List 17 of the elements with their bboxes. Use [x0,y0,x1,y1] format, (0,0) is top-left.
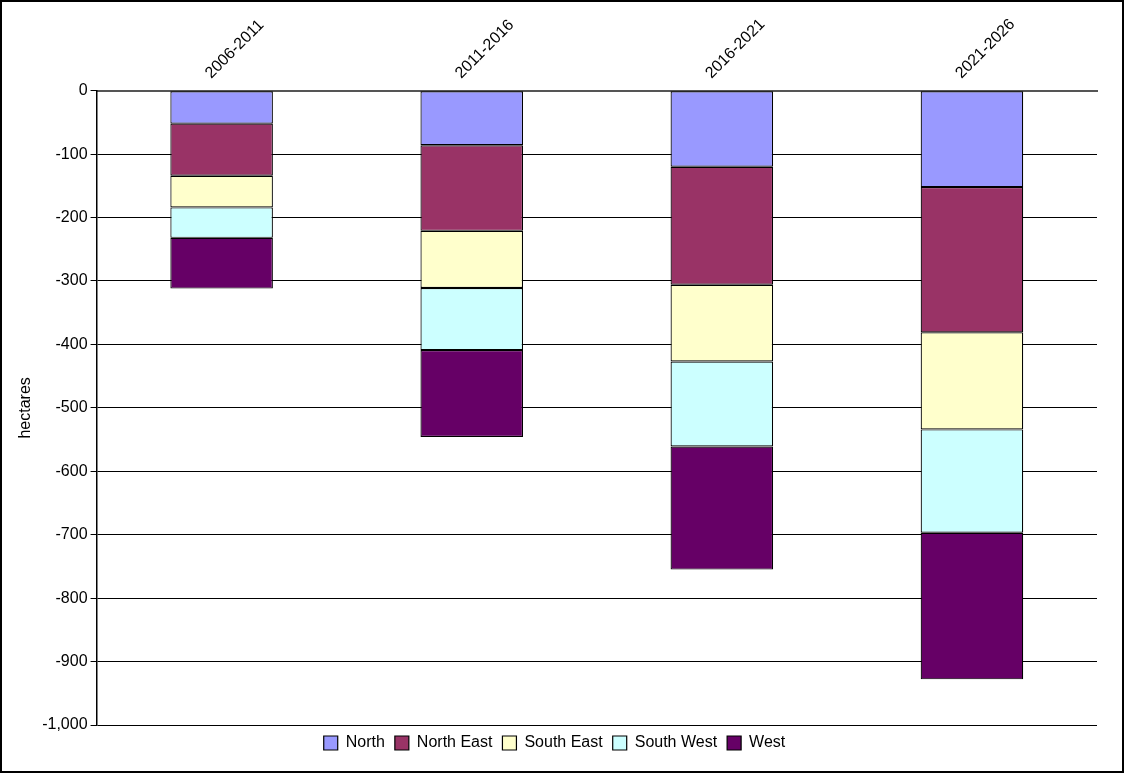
y-tick-label: -100 [55,144,88,162]
legend-label: North East [416,733,493,751]
legend-label: South West [634,733,718,751]
y-axis-title: hectares [16,377,34,439]
y-tick-label: -700 [55,525,88,543]
y-tick-label: -800 [55,588,88,606]
y-tick-label: -300 [55,271,88,289]
y-tick-label: -400 [55,334,88,352]
legend-label: South East [524,733,604,751]
legend-label: North [345,733,385,751]
y-tick-label: -500 [55,398,88,416]
y-tick-label: -1,000 [42,715,88,733]
legend-label: West [749,733,786,751]
y-tick-label: -900 [55,651,88,669]
y-tick-label: -600 [55,461,88,479]
y-tick-label: -200 [55,207,88,225]
y-tick-label: 0 [78,81,88,99]
